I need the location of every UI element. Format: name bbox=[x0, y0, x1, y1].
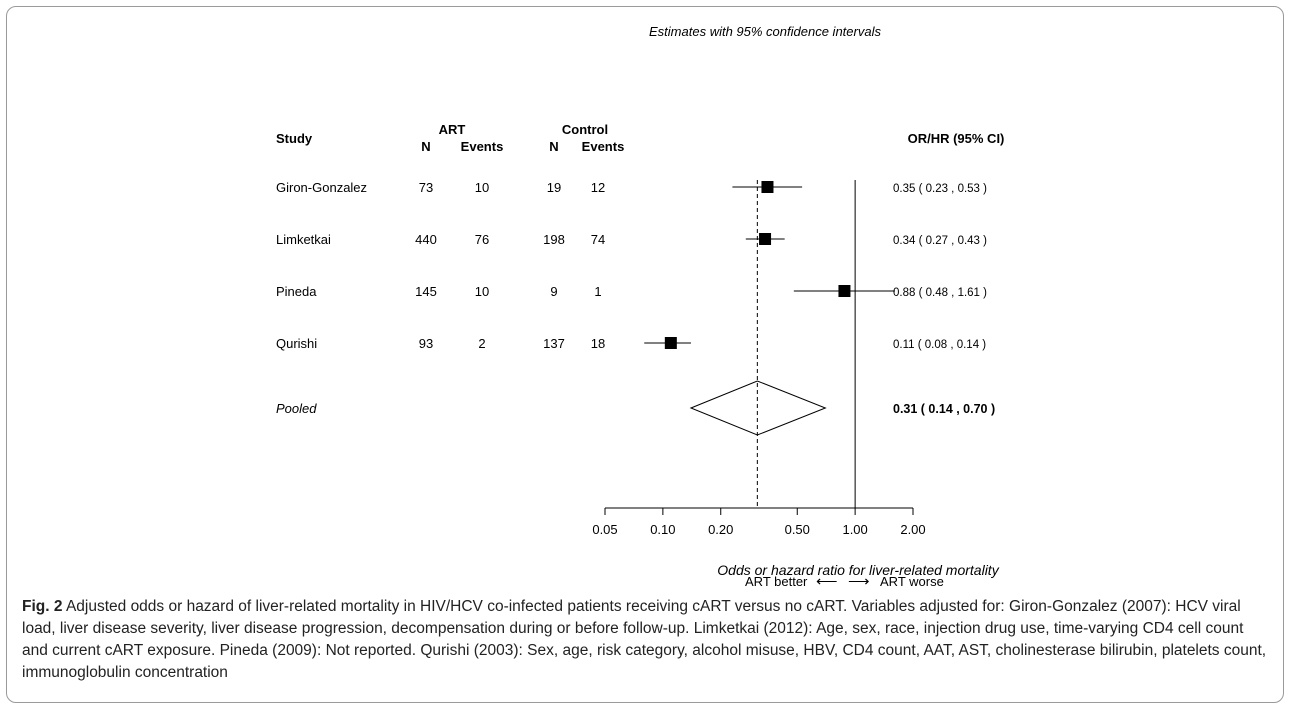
row-estimate-label: 0.11 ( 0.08 , 0.14 ) bbox=[893, 339, 986, 351]
figure-frame bbox=[6, 6, 1284, 703]
direction-row: ART better ⟵ ⟶ ART worse bbox=[0, 568, 1292, 592]
x-tick-label: 0.50 bbox=[785, 522, 810, 537]
row-art-events: 76 bbox=[475, 232, 489, 247]
chart-title: Estimates with 95% confidence intervals bbox=[649, 24, 881, 39]
direction-right-label: ART worse bbox=[880, 574, 944, 589]
x-tick-label: 0.05 bbox=[592, 522, 617, 537]
row-art-events: 10 bbox=[475, 180, 489, 195]
row-art-events: 2 bbox=[478, 336, 485, 351]
row-art-events: 10 bbox=[475, 284, 489, 299]
row-estimate-label: 0.34 ( 0.27 , 0.43 ) bbox=[893, 235, 987, 247]
x-axis-label: Odds or hazard ratio for liver-related m… bbox=[717, 562, 999, 578]
row-study-name: Pineda bbox=[276, 284, 317, 299]
estimate-square bbox=[838, 285, 851, 297]
header-estimate: OR/HR (95% CI) bbox=[908, 131, 1005, 146]
row-control-n: 19 bbox=[547, 180, 561, 195]
estimate-square bbox=[761, 181, 774, 193]
header-control: Control bbox=[562, 122, 608, 137]
header-study: Study bbox=[276, 131, 313, 146]
row-art-n: 145 bbox=[415, 284, 437, 299]
x-tick-label: 2.00 bbox=[900, 522, 925, 537]
pooled-row: Pooled 0.31 ( 0.14 , 0.70 ) bbox=[276, 380, 995, 436]
header-art-events: Events bbox=[461, 139, 504, 154]
row-control-events: 1 bbox=[594, 284, 601, 299]
estimate-square bbox=[664, 337, 677, 349]
caption-text: Adjusted odds or hazard of liver-related… bbox=[22, 598, 1267, 681]
figure-caption: Fig. 2 Adjusted odds or hazard of liver-… bbox=[22, 596, 1272, 684]
header-control-n: N bbox=[549, 139, 558, 154]
study-rows: Giron-Gonzalez 73 10 19 12 0.35 ( 0.23 , 0.53… bbox=[276, 180, 987, 351]
header-art-n: N bbox=[421, 139, 430, 154]
row-estimate-label: 0.88 ( 0.48 , 1.61 ) bbox=[893, 287, 987, 299]
row-control-n: 9 bbox=[550, 284, 557, 299]
forest-plot: Estimates with 95% confidence intervals … bbox=[276, 24, 1005, 578]
row-study-name: Giron-Gonzalez bbox=[276, 180, 367, 195]
row-art-n: 440 bbox=[415, 232, 437, 247]
row-control-n: 137 bbox=[543, 336, 565, 351]
x-tick-label: 0.20 bbox=[708, 522, 733, 537]
pooled-estimate-label: 0.31 ( 0.14 , 0.70 ) bbox=[893, 402, 995, 416]
direction-left-label: ART better bbox=[745, 574, 808, 589]
header-art: ART bbox=[439, 122, 466, 137]
row-control-n: 198 bbox=[543, 232, 565, 247]
row-control-events: 74 bbox=[591, 232, 605, 247]
row-estimate-label: 0.35 ( 0.23 , 0.53 ) bbox=[893, 183, 987, 195]
row-control-events: 12 bbox=[591, 180, 605, 195]
pooled-label: Pooled bbox=[276, 401, 317, 416]
header-control-events: Events bbox=[582, 139, 625, 154]
x-axis: 0.05 0.10 0.20 0.50 1.00 2.00 bbox=[592, 180, 926, 537]
arrow-left-icon: ⟵ bbox=[816, 573, 838, 590]
x-tick-label: 1.00 bbox=[842, 522, 867, 537]
row-study-name: Limketkai bbox=[276, 232, 331, 247]
arrow-right-icon: ⟶ bbox=[848, 573, 870, 590]
row-art-n: 73 bbox=[419, 180, 433, 195]
pooled-diamond bbox=[689, 380, 827, 436]
row-study-name: Qurishi bbox=[276, 336, 317, 351]
x-tick-label: 0.10 bbox=[650, 522, 675, 537]
row-art-n: 93 bbox=[419, 336, 433, 351]
row-control-events: 18 bbox=[591, 336, 605, 351]
caption-label: Fig. 2 bbox=[22, 598, 63, 615]
estimate-square bbox=[759, 233, 772, 245]
